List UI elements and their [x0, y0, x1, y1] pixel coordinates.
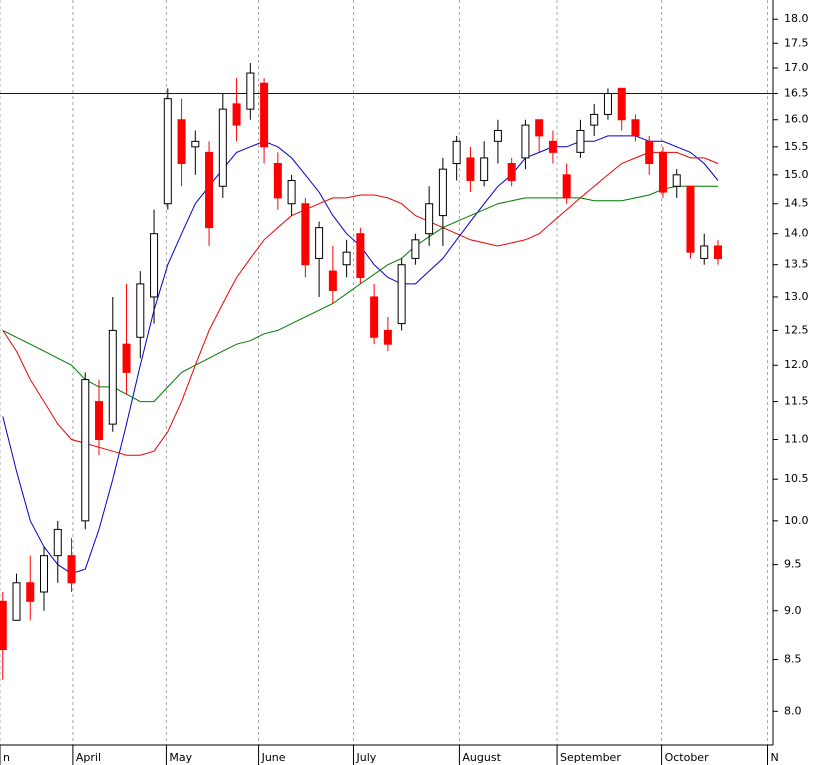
- x-tick-label: n: [3, 751, 10, 764]
- candle-body: [136, 283, 145, 338]
- candle-body: [535, 119, 544, 137]
- x-tick-label: June: [261, 751, 286, 764]
- x-tick-label: April: [76, 751, 101, 764]
- y-tick-label: 13.5: [784, 258, 809, 271]
- candle-body: [40, 555, 49, 593]
- candle-body: [603, 92, 612, 115]
- candle-body: [273, 163, 282, 199]
- candle-body: [672, 174, 681, 187]
- x-tick-label: October: [665, 751, 709, 764]
- candle-body: [260, 82, 269, 148]
- candle-body: [191, 140, 200, 148]
- candle-body: [315, 227, 324, 259]
- x-tick-label: May: [169, 751, 192, 764]
- candle-body: [163, 98, 172, 205]
- candle-body: [562, 174, 571, 199]
- y-tick-label: 17.5: [784, 36, 809, 49]
- y-tick-label: 9.5: [784, 558, 802, 571]
- candle-body: [150, 233, 159, 298]
- candle-body: [713, 245, 722, 259]
- candle-body: [301, 203, 310, 266]
- candle-body: [631, 119, 640, 137]
- candle-body: [328, 270, 337, 291]
- candle-body: [493, 129, 502, 142]
- candle-body: [480, 157, 489, 182]
- candle-body: [383, 329, 392, 345]
- candle-body: [700, 245, 709, 259]
- candle-body: [425, 203, 434, 235]
- candle-body: [108, 329, 117, 425]
- candle-body: [507, 163, 516, 182]
- x-tick-label: August: [462, 751, 501, 764]
- candle-body: [95, 401, 104, 441]
- candle-body: [370, 296, 379, 338]
- y-tick-label: 12.0: [784, 358, 809, 371]
- candle-body: [122, 343, 131, 373]
- y-tick-label: 11.0: [784, 433, 809, 446]
- x-tick-label: July: [355, 751, 376, 764]
- y-tick-label: 13.0: [784, 290, 809, 303]
- candle-body: [67, 555, 76, 584]
- candle-body: [0, 600, 7, 651]
- candle-body: [521, 124, 530, 159]
- y-tick-label: 10.5: [784, 472, 809, 485]
- candle-body: [590, 113, 599, 126]
- y-tick-label: 11.5: [784, 395, 809, 408]
- y-tick-label: 15.0: [784, 168, 809, 181]
- candle-body: [617, 87, 626, 121]
- candle-body: [411, 239, 420, 259]
- candle-body: [466, 157, 475, 182]
- candle-body: [287, 180, 296, 205]
- y-tick-label: 16.5: [784, 86, 809, 99]
- candle-body: [232, 103, 241, 126]
- y-tick-label: 16.0: [784, 113, 809, 126]
- candle-body: [246, 72, 255, 110]
- y-tick-label: 18.0: [784, 12, 809, 25]
- y-tick-label: 9.0: [784, 604, 802, 617]
- y-tick-label: 15.5: [784, 140, 809, 153]
- candle-body: [12, 582, 21, 621]
- candle-body: [342, 251, 351, 266]
- candle-body: [218, 108, 227, 187]
- candle-body: [645, 140, 654, 165]
- x-tick-label: N: [770, 751, 778, 764]
- candle-body: [576, 129, 585, 153]
- candle-body: [205, 151, 214, 229]
- candle-body: [686, 185, 695, 253]
- x-tick-label: September: [560, 751, 621, 764]
- y-tick-label: 10.0: [784, 514, 809, 527]
- candle-body: [81, 379, 90, 522]
- y-tick-label: 17.0: [784, 61, 809, 74]
- y-tick-label: 12.5: [784, 323, 809, 336]
- moving-average-line: [2, 151, 719, 456]
- candle-body: [53, 528, 62, 557]
- candle-body: [397, 264, 406, 325]
- candle-body: [177, 119, 186, 165]
- candle-body: [438, 168, 447, 217]
- candle-body: [658, 151, 667, 193]
- y-tick-label: 14.5: [784, 197, 809, 210]
- y-tick-label: 8.0: [784, 704, 802, 717]
- y-tick-label: 14.0: [784, 227, 809, 240]
- candle-body: [548, 140, 557, 153]
- candle-body: [26, 582, 35, 602]
- candle-body: [356, 233, 365, 278]
- y-tick-label: 8.5: [784, 653, 802, 666]
- candle-body: [452, 140, 461, 165]
